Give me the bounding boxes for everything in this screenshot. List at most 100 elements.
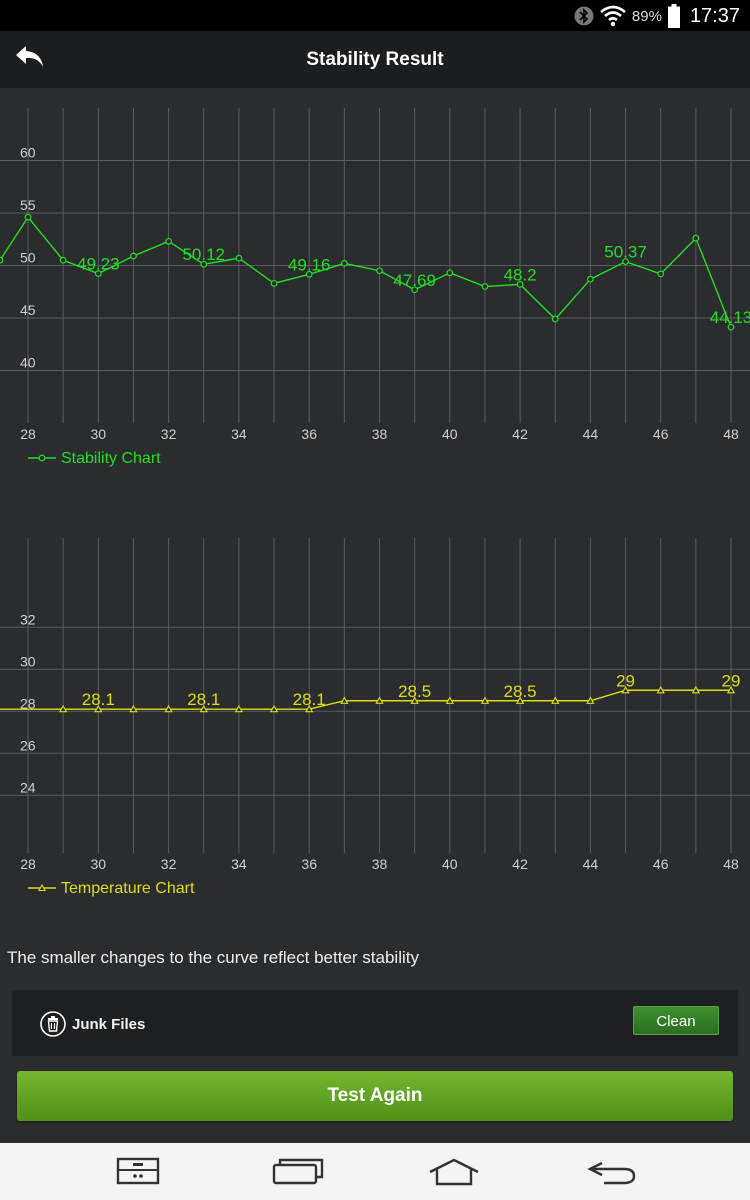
clock: 17:37 xyxy=(689,4,740,27)
temperature-data-label: 28.1 xyxy=(82,690,115,709)
y-tick-label: 26 xyxy=(20,737,36,753)
x-tick-label: 32 xyxy=(161,856,177,872)
stability-point xyxy=(305,270,313,278)
temperature-point xyxy=(129,704,138,713)
stability-point xyxy=(551,315,559,323)
temperature-point xyxy=(515,696,525,704)
x-tick-label: 28 xyxy=(20,856,36,872)
temperature-point xyxy=(199,704,208,713)
x-tick-label: 38 xyxy=(372,426,388,442)
y-tick-label: 45 xyxy=(20,302,36,318)
stability-point xyxy=(59,256,67,264)
stability-point xyxy=(516,280,524,288)
junk-files-panel: Junk Files Clean xyxy=(12,990,738,1056)
temperature-point xyxy=(269,704,279,713)
multitask-icon xyxy=(272,1158,324,1185)
x-tick-label: 42 xyxy=(512,426,528,442)
y-tick-label: 30 xyxy=(20,653,36,669)
test-again-button[interactable]: Test Again xyxy=(17,1071,733,1121)
x-tick-label: 36 xyxy=(301,426,317,442)
stability-point xyxy=(200,260,208,268)
temperature-data-label: 28.1 xyxy=(293,690,326,709)
x-tick-label: 48 xyxy=(723,426,739,442)
temperature-point xyxy=(726,685,736,694)
x-tick-label: 36 xyxy=(301,856,317,872)
stability-data-label: 47.69 xyxy=(393,271,436,290)
x-tick-label: 34 xyxy=(231,426,247,442)
x-tick-label: 44 xyxy=(583,426,599,442)
x-tick-label: 44 xyxy=(583,856,599,872)
y-tick-label: 60 xyxy=(20,145,36,161)
recent-apps-grid-icon xyxy=(116,1157,160,1185)
x-tick-label: 42 xyxy=(512,856,528,872)
stability-point xyxy=(235,254,243,262)
temperature-data-label: 29 xyxy=(722,671,741,690)
x-tick-label: 30 xyxy=(91,426,107,442)
y-tick-label: 32 xyxy=(20,611,36,627)
home-button[interactable] xyxy=(426,1155,482,1189)
back-button[interactable] xyxy=(14,44,54,76)
y-tick-label: 55 xyxy=(20,197,36,213)
back-icon xyxy=(587,1161,636,1185)
status-bar: 89% 17:37 xyxy=(0,0,750,31)
navigation-bar xyxy=(0,1143,750,1200)
x-tick-label: 32 xyxy=(161,426,177,442)
stability-hint: The smaller changes to the curve reflect… xyxy=(7,948,419,967)
clean-button[interactable]: Clean xyxy=(633,1006,719,1035)
x-tick-label: 46 xyxy=(653,426,669,442)
x-tick-label: 34 xyxy=(231,856,247,872)
stability-legend-label: Stability Chart xyxy=(61,450,161,467)
x-tick-label: 30 xyxy=(91,856,107,872)
y-tick-label: 24 xyxy=(20,779,36,795)
y-tick-label: 50 xyxy=(20,250,36,266)
temperature-point xyxy=(164,704,173,713)
stability-point xyxy=(727,323,735,331)
back-arrow-icon xyxy=(16,46,43,67)
temperature-chart: 24 26 28 30 32 28 30 32 34 36 38 40 42 44 46 48 28.1 28.1… xyxy=(0,538,750,897)
wifi-icon xyxy=(600,5,626,27)
temperature-data-label: 29 xyxy=(616,671,635,690)
x-tick-label: 48 xyxy=(723,856,739,872)
temperature-point xyxy=(59,704,68,713)
temperature-point xyxy=(656,685,665,694)
temperature-point xyxy=(621,685,630,694)
status-icons: 89% 17:37 xyxy=(574,3,740,29)
home-icon xyxy=(429,1158,479,1186)
junk-files-label: Junk Files xyxy=(72,1016,146,1033)
stability-legend-marker xyxy=(38,454,46,462)
y-tick-label: 28 xyxy=(20,695,36,711)
page-title: Stability Result xyxy=(306,49,444,70)
multitask-button[interactable] xyxy=(270,1155,326,1189)
stability-point xyxy=(165,237,173,245)
stability-point xyxy=(340,259,348,267)
temperature-point xyxy=(480,696,490,704)
system-back-button[interactable] xyxy=(584,1155,640,1189)
stability-data-label: 48.2 xyxy=(504,265,537,284)
y-tick-label: 40 xyxy=(20,355,36,371)
temperature-point xyxy=(305,704,314,713)
app-bar: Stability Result xyxy=(0,31,750,88)
x-tick-label: 40 xyxy=(442,426,458,442)
temperature-point xyxy=(410,696,419,704)
temperature-point xyxy=(691,685,700,694)
temperature-point xyxy=(340,696,349,704)
stability-point xyxy=(376,267,383,275)
x-tick-label: 28 xyxy=(20,426,36,442)
stability-point xyxy=(24,213,32,221)
recent-apps-button[interactable] xyxy=(110,1155,166,1189)
x-tick-label: 38 xyxy=(372,856,388,872)
x-tick-label: 46 xyxy=(653,856,669,872)
stability-point xyxy=(411,286,419,294)
stability-data-label: 44.13 xyxy=(710,308,750,327)
stability-point xyxy=(270,279,278,287)
temperature-point xyxy=(234,704,244,713)
stability-data-label: 49.23 xyxy=(77,255,120,274)
temperature-legend-marker xyxy=(38,883,46,892)
bluetooth-icon xyxy=(574,6,594,26)
stability-point xyxy=(446,269,454,277)
stability-data-label: 50.37 xyxy=(604,243,647,262)
stability-point xyxy=(94,270,102,277)
temperature-point xyxy=(586,696,595,704)
stability-point xyxy=(130,252,137,260)
temperature-point xyxy=(551,696,560,704)
